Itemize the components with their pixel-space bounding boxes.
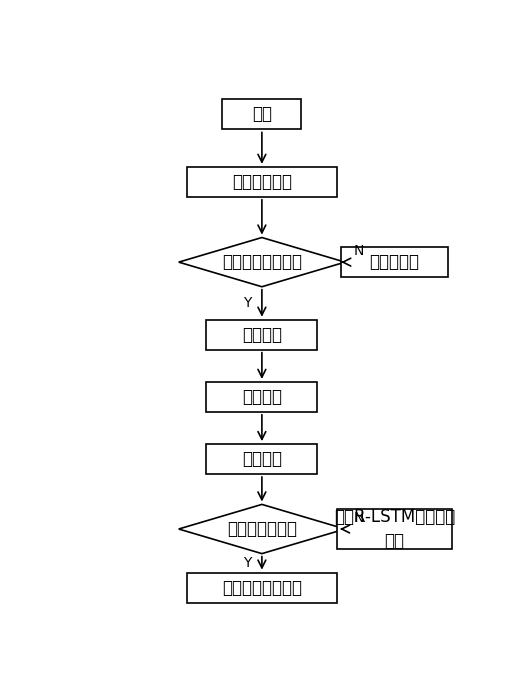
FancyBboxPatch shape	[341, 247, 448, 277]
Text: 是否接收到数据: 是否接收到数据	[227, 520, 297, 538]
Text: 开始: 开始	[252, 106, 272, 123]
FancyBboxPatch shape	[206, 382, 317, 412]
Text: N: N	[354, 511, 364, 525]
FancyBboxPatch shape	[187, 167, 337, 197]
Polygon shape	[179, 238, 345, 287]
FancyBboxPatch shape	[206, 320, 317, 350]
Text: 不发送数据: 不发送数据	[369, 253, 420, 271]
Text: Y: Y	[243, 556, 251, 570]
Text: 发送数据: 发送数据	[242, 326, 282, 344]
FancyBboxPatch shape	[337, 509, 452, 549]
Text: 通过R-LSTM进行预测
重构: 通过R-LSTM进行预测 重构	[334, 508, 455, 550]
FancyBboxPatch shape	[206, 444, 317, 474]
Text: 随机丢包: 随机丢包	[242, 388, 282, 406]
FancyBboxPatch shape	[187, 573, 337, 602]
FancyBboxPatch shape	[222, 100, 301, 129]
Text: 接收数据: 接收数据	[242, 450, 282, 468]
Text: 是否超出死区范围: 是否超出死区范围	[222, 253, 302, 271]
Polygon shape	[179, 504, 345, 554]
Text: Y: Y	[243, 296, 251, 310]
Text: 待发送的数据: 待发送的数据	[232, 173, 292, 191]
Text: N: N	[354, 244, 364, 258]
Text: 预测值等于真实值: 预测值等于真实值	[222, 579, 302, 596]
